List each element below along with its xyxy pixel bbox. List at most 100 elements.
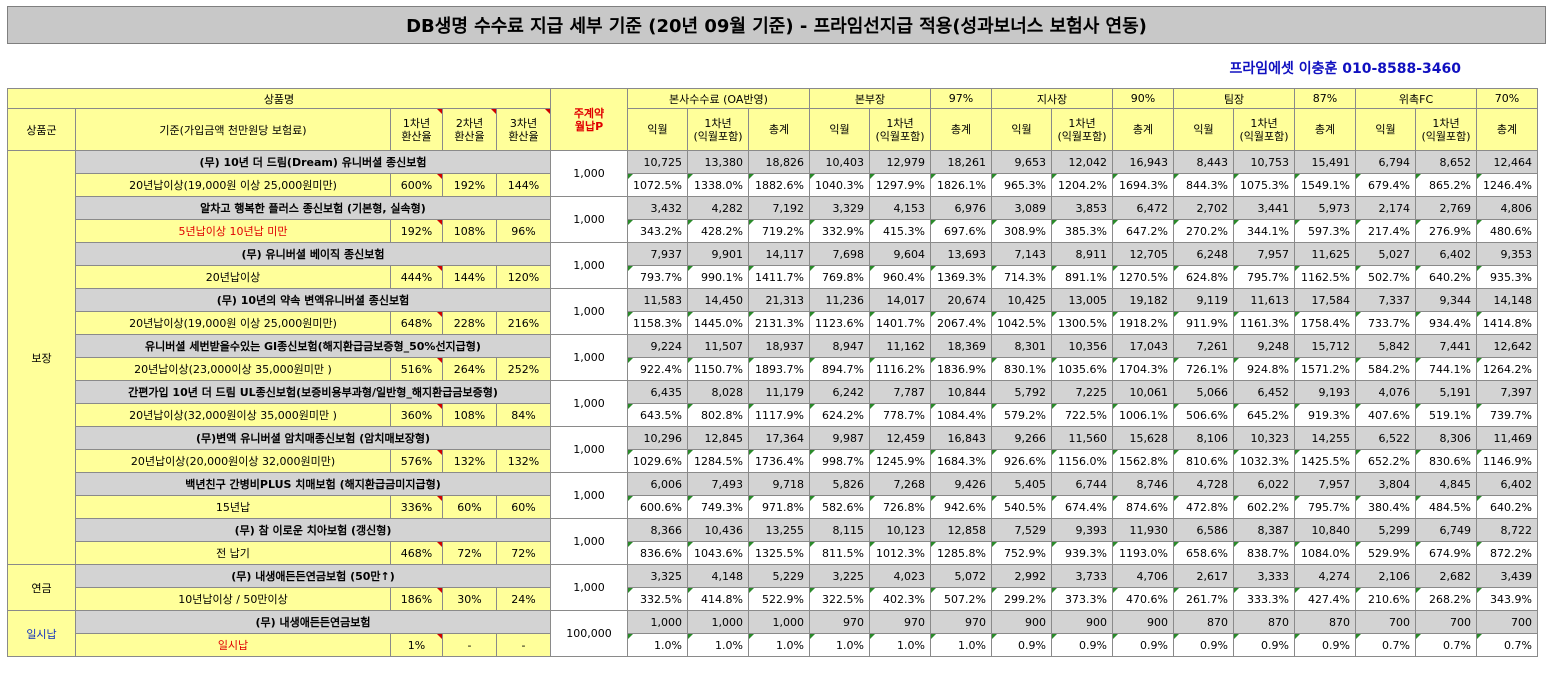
commission-amount: 8,366 <box>627 518 688 542</box>
commission-amount: 10,123 <box>869 518 931 542</box>
monthly-payment: 1,000 <box>550 334 628 381</box>
commission-percent: 1123.6% <box>809 311 870 335</box>
commission-amount: 10,840 <box>1294 518 1356 542</box>
commission-amount: 3,733 <box>1051 564 1113 588</box>
rate-year2: 30% <box>442 587 497 611</box>
header-sub-0: 익월 <box>809 108 870 151</box>
product-row: (무) 참 이로운 치아보험 (갱신형) 1,000 8,366 10,436 13,2… <box>8 518 1538 565</box>
commission-amount: 12,845 <box>687 426 749 450</box>
commission-amount: 5,405 <box>991 472 1052 496</box>
commission-percent: 926.6% <box>991 449 1052 473</box>
commission-percent: 911.9% <box>1173 311 1234 335</box>
contact-info: 프라임에셋 이충훈 010-8588-3460 <box>1229 61 1461 77</box>
commission-amount: 10,323 <box>1233 426 1295 450</box>
criterion-row: 전 납기 468% 72% 72% 836.6% 1043.6% 1325.5% 811.5%… <box>8 541 1538 565</box>
commission-amount: 9,987 <box>809 426 870 450</box>
rate-year2: 132% <box>442 449 497 473</box>
commission-amount: 15,712 <box>1294 334 1356 358</box>
commission-percent: 597.3% <box>1294 219 1356 243</box>
criterion-cell: 20년납이상(19,000원 이상 25,000원미만) <box>75 311 391 335</box>
commission-percent: 1.0% <box>627 633 688 657</box>
rate-year3: 84% <box>496 403 551 427</box>
commission-percent: 749.3% <box>687 495 749 519</box>
commission-amount: 6,472 <box>1112 196 1174 220</box>
commission-amount: 4,274 <box>1294 564 1356 588</box>
commission-amount: 3,089 <box>991 196 1052 220</box>
header-sub-1: 1차년 (익월포함) <box>1415 108 1477 151</box>
header-sub-2: 총계 <box>1294 108 1356 151</box>
commission-amount: 9,718 <box>748 472 810 496</box>
commission-amount: 17,364 <box>748 426 810 450</box>
commission-amount: 10,436 <box>687 518 749 542</box>
commission-percent: 960.4% <box>869 265 931 289</box>
commission-percent: 719.2% <box>748 219 810 243</box>
commission-amount: 7,268 <box>869 472 931 496</box>
rate-year2: 108% <box>442 219 497 243</box>
commission-percent: 1297.9% <box>869 173 931 197</box>
commission-percent: 1285.8% <box>930 541 992 565</box>
commission-amount: 9,653 <box>991 150 1052 174</box>
commission-amount: 2,769 <box>1415 196 1477 220</box>
commission-percent: 752.9% <box>991 541 1052 565</box>
rate-year3: 120% <box>496 265 551 289</box>
section-rate: 97% <box>930 88 992 109</box>
header-sub-2: 총계 <box>748 108 810 151</box>
commission-amount: 9,353 <box>1476 242 1538 266</box>
header-sub-0: 익월 <box>991 108 1052 151</box>
commission-amount: 8,306 <box>1415 426 1477 450</box>
monthly-payment: 1,000 <box>550 564 628 611</box>
commission-percent: 1084.0% <box>1294 541 1356 565</box>
header-criterion: 기준(가입금액 천만원당 보험료) <box>75 108 391 151</box>
product-name: (무) 참 이로운 치아보험 (갱신형) <box>75 518 551 542</box>
commission-percent: 874.6% <box>1112 495 1174 519</box>
commission-percent: 529.9% <box>1355 541 1416 565</box>
commission-percent: 1562.8% <box>1112 449 1174 473</box>
criterion-cell: 5년납이상 10년납 미만 <box>75 219 391 243</box>
commission-percent: 1338.0% <box>687 173 749 197</box>
commission-percent: 1204.2% <box>1051 173 1113 197</box>
commission-amount: 900 <box>1051 610 1113 634</box>
criterion-cell: 전 납기 <box>75 541 391 565</box>
section-header: 본부장 <box>809 88 931 109</box>
commission-percent: 865.2% <box>1415 173 1477 197</box>
criterion-row: 20년납이상(20,000원이상 32,000원미만) 576% 132% 132% 1… <box>8 449 1538 473</box>
section-header: 위촉FC <box>1355 88 1477 109</box>
commission-amount: 13,255 <box>748 518 810 542</box>
product-name: (무) 내생애든든연금보험 (50만↑) <box>75 564 551 588</box>
header-sub-1: 1차년 (익월포함) <box>1051 108 1113 151</box>
commission-amount: 1,000 <box>748 610 810 634</box>
monthly-payment: 1,000 <box>550 288 628 335</box>
commission-amount: 3,225 <box>809 564 870 588</box>
criterion-row: 일시납 1% - -1.0% 1.0% 1.0% 1.0% 1.0% 1.0% 0.9% 0.9% 0… <box>8 633 1538 657</box>
commission-percent: 640.2% <box>1415 265 1477 289</box>
commission-amount: 10,753 <box>1233 150 1295 174</box>
commission-percent: 308.9% <box>991 219 1052 243</box>
commission-percent: 739.7% <box>1476 403 1538 427</box>
criterion-cell: 20년납이상(23,000이상 35,000원미만 ) <box>75 357 391 381</box>
commission-percent: 647.2% <box>1112 219 1174 243</box>
commission-percent: 380.4% <box>1355 495 1416 519</box>
commission-amount: 11,583 <box>627 288 688 312</box>
commission-percent: 470.6% <box>1112 587 1174 611</box>
commission-amount: 6,022 <box>1233 472 1295 496</box>
commission-percent: 726.8% <box>869 495 931 519</box>
commission-percent: 602.2% <box>1233 495 1295 519</box>
commission-amount: 4,806 <box>1476 196 1538 220</box>
commission-percent: 674.9% <box>1415 541 1477 565</box>
commission-amount: 9,604 <box>869 242 931 266</box>
header-sub-0: 익월 <box>1355 108 1416 151</box>
commission-percent: 472.8% <box>1173 495 1234 519</box>
commission-percent: 1193.0% <box>1112 541 1174 565</box>
product-row: 연금 (무) 내생애든든연금보험 (50만↑) 1,000 3,325 4,148 5,2… <box>7 564 1538 611</box>
commission-amount: 11,162 <box>869 334 931 358</box>
commission-amount: 700 <box>1476 610 1538 634</box>
rate-year1: 444% <box>390 265 443 289</box>
commission-amount: 970 <box>869 610 931 634</box>
product-name: (무) 10년 더 드림(Dream) 유니버셜 종신보험 <box>75 150 551 174</box>
commission-percent: 990.1% <box>687 265 749 289</box>
commission-percent: 658.6% <box>1173 541 1234 565</box>
commission-amount: 18,369 <box>930 334 992 358</box>
commission-percent: 584.2% <box>1355 357 1416 381</box>
criterion-row: 10년납이상 / 50만이상 186% 30% 24% 332.5% 414.8% 522.… <box>8 587 1538 611</box>
commission-amount: 11,613 <box>1233 288 1295 312</box>
